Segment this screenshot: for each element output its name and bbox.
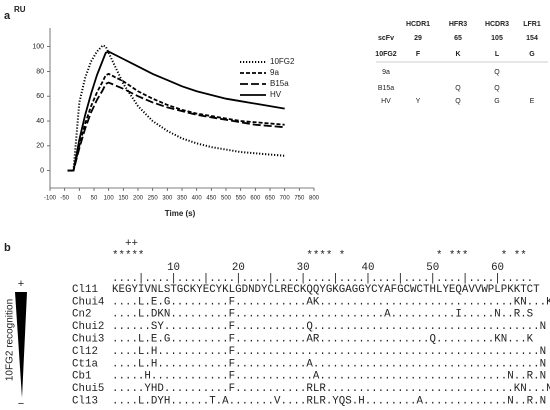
table-cell: Q: [494, 85, 500, 92]
table-cell: F: [416, 51, 421, 58]
x-tick-label: 600: [250, 196, 261, 202]
y-tick-label: 40: [36, 118, 44, 125]
sequence-name: Chui2: [72, 321, 104, 333]
y-tick-label: 60: [36, 93, 44, 100]
sequence-name: Chui5: [72, 383, 104, 395]
x-tick-label: 500: [221, 196, 232, 202]
table-cell: scFv: [378, 35, 394, 42]
sequence: ....L.H...........F...........A.........…: [112, 358, 546, 370]
series-line: [67, 44, 285, 172]
table-cell: 10FG2: [375, 51, 397, 58]
x-tick-label: 800: [309, 196, 320, 202]
sequence-name: Cn2: [72, 309, 91, 321]
minus-sign: −: [18, 398, 24, 410]
legend-label: B15a: [270, 79, 289, 88]
x-tick-label: -100: [44, 196, 57, 202]
table-cell: 9a: [382, 69, 390, 76]
table-cell: Q: [494, 69, 500, 76]
x-tick-label: -50: [60, 196, 69, 202]
series-line: [67, 50, 285, 172]
legend-label: 9a: [270, 68, 279, 77]
x-tick-label: 50: [91, 196, 98, 202]
sequence-name: Cl12: [72, 346, 98, 358]
sequence-name: Chui3: [72, 333, 104, 345]
table-cell: B15a: [378, 85, 394, 92]
table-cell: E: [530, 98, 535, 105]
x-tick-label: 700: [280, 196, 291, 202]
table-cell: 154: [526, 35, 538, 42]
x-tick-label: 250: [148, 196, 159, 202]
table-cell: G: [494, 98, 499, 105]
x-tick-label: 450: [206, 196, 217, 202]
table-cell: K: [455, 51, 460, 58]
sequence: ......SY..........F...........Q.........…: [112, 321, 546, 333]
sequence: ....L.E.G.........F...........AR........…: [112, 333, 534, 345]
y-tick-label: 100: [32, 43, 44, 50]
x-axis-label: Time (s): [165, 209, 196, 218]
recognition-label: 10FG2 recognition: [5, 299, 16, 381]
table-cell: 65: [454, 35, 462, 42]
x-tick-label: 150: [118, 196, 129, 202]
plus-sign: +: [18, 278, 24, 290]
sequence-name: Cl13: [72, 395, 98, 407]
x-tick-label: 550: [236, 196, 247, 202]
x-tick-label: 100: [104, 196, 115, 202]
x-tick-label: 0: [78, 196, 82, 202]
sequence: KEGYIVNLSTGCKYECYKLGDNDYCLRECKQQYGKGAGGY…: [112, 284, 540, 296]
plus-marks: ++: [112, 238, 138, 250]
ruler-number: 20: [232, 262, 245, 274]
series-line: [67, 81, 285, 172]
ruler-number: 10: [167, 262, 180, 274]
ruler-number: 50: [426, 262, 439, 274]
sequence-name: Ct1a: [72, 358, 98, 370]
table-cell: 105: [491, 35, 503, 42]
table-cell: G: [529, 51, 535, 58]
table-cell: L: [495, 51, 500, 58]
x-tick-label: 350: [177, 196, 188, 202]
ruler-number: 30: [297, 262, 310, 274]
ruler-number: 40: [361, 262, 374, 274]
sequence: ....L.DKN.........F.....................…: [112, 309, 533, 321]
legend-label: 10FG2: [270, 57, 295, 66]
table-header: LFR1: [523, 21, 541, 28]
table-cell: 29: [414, 35, 422, 42]
y-tick-label: 20: [36, 143, 44, 150]
y-tick-label: 0: [40, 167, 44, 174]
x-tick-label: 300: [162, 196, 173, 202]
sequence: ....L.DYH......T.A.......V....RLR.YQS.H.…: [112, 395, 546, 407]
ruler: ....|....|....|....|....|....|....|....|…: [112, 273, 533, 285]
sequence: .....YHD..........F...........RLR.......…: [112, 383, 550, 395]
sequence: ....L.E.G.........F...........AK........…: [112, 296, 550, 308]
recognition-wedge: [15, 292, 27, 398]
sequence: ....L.H...........F.....................…: [112, 346, 546, 358]
table-header: HCDR3: [485, 21, 509, 28]
panel-label: a: [4, 10, 11, 22]
table-cell: Y: [416, 98, 421, 105]
table-cell: Q: [455, 85, 461, 92]
sequence-name: Chui4: [72, 296, 104, 308]
series-line: [67, 72, 285, 172]
table-header: HCDR1: [406, 21, 430, 28]
sequence: .....H............F............A........…: [112, 371, 546, 383]
y-tick-label: 80: [36, 68, 44, 75]
table-cell: HV: [381, 98, 391, 105]
sequence-name: Cb1: [72, 371, 91, 383]
x-tick-label: 750: [294, 196, 305, 202]
sequence-name: Cl11: [72, 284, 98, 296]
table-header: HFR3: [449, 21, 467, 28]
x-tick-label: 400: [192, 196, 203, 202]
panel-label: b: [4, 242, 11, 254]
x-tick-label: 200: [133, 196, 144, 202]
y-axis-label: RU: [14, 5, 26, 14]
table-cell: Q: [455, 98, 461, 105]
legend-label: HV: [270, 90, 282, 99]
ruler-number: 60: [491, 262, 504, 274]
x-tick-label: 650: [265, 196, 276, 202]
conservation-stars: ***** **** * * *** * **: [112, 250, 527, 262]
